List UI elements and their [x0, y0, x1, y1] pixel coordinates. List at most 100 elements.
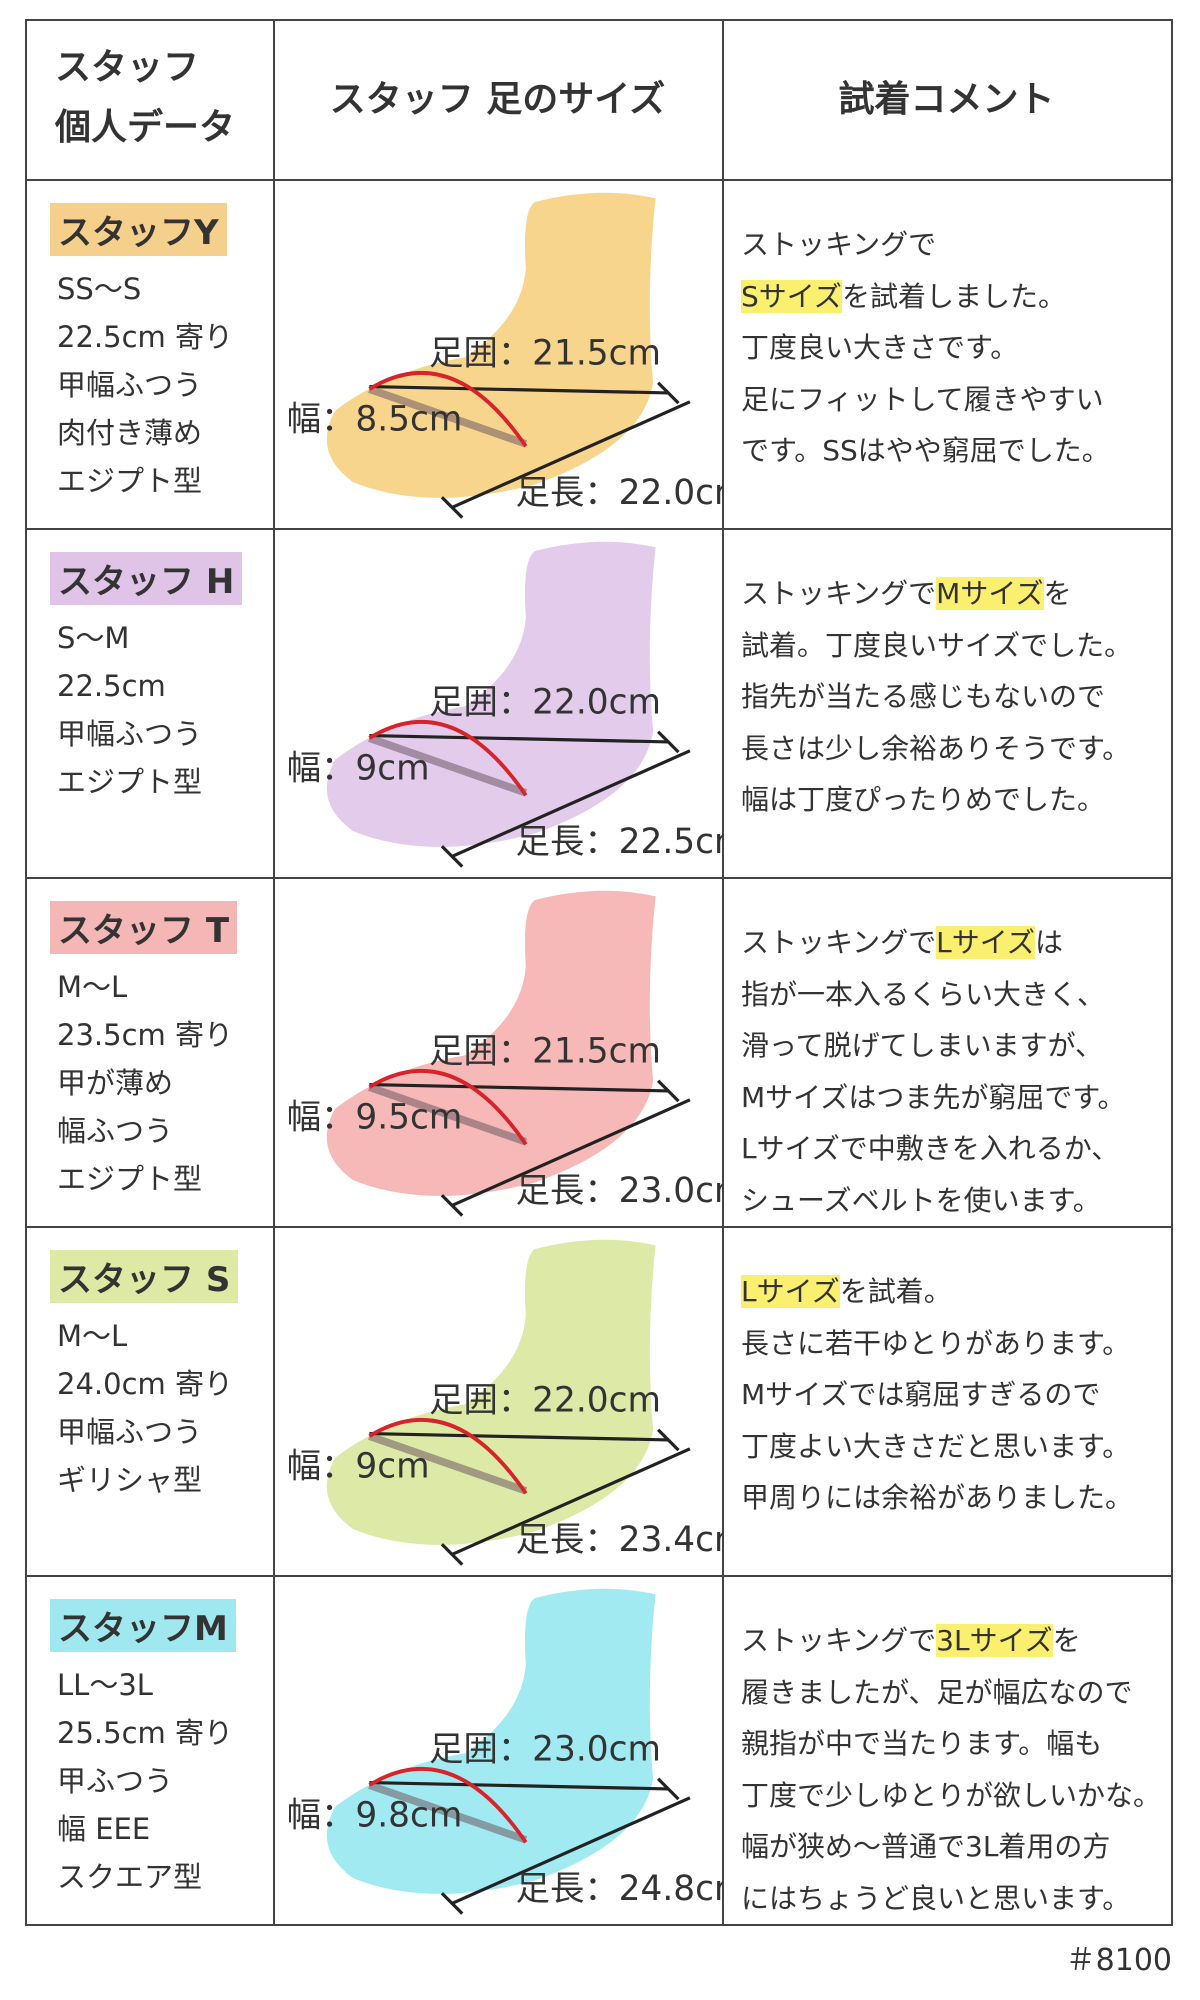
comment-line: 幅は丁度ぴったりめでした。 — [741, 774, 1132, 826]
width-band — [368, 1781, 528, 1844]
detail-line: 23.5cm 寄り — [57, 1018, 233, 1052]
header-text: 個人データ — [55, 107, 236, 148]
foot — [326, 541, 656, 847]
comment-text: です。SSはやや窮屈でした。 — [741, 434, 1110, 467]
dimension-line — [440, 1543, 464, 1566]
comment-line: 親指が中で当たります。幅も — [741, 1718, 1161, 1770]
rule — [25, 1575, 1173, 1577]
comment-text: 長さに若干ゆとりがあります。 — [741, 1326, 1131, 1360]
rule — [25, 179, 1173, 181]
comment-text: 丁度良い大きさです。 — [741, 331, 1019, 364]
girth-label: 足囲：22.0cm — [429, 1380, 661, 1420]
comment-line: 甲周りには余裕がありました。 — [741, 1472, 1133, 1524]
comment-line: Sサイズを試着しました。 — [741, 271, 1110, 323]
foot-diagram: 足囲：23.0cm 幅：9.8cm 足長：24.8cm — [287, 1588, 723, 1915]
staff-name: スタッフ S — [50, 1250, 239, 1303]
girth-arc — [368, 1766, 528, 1844]
comment-line: Lサイズを試着。 — [741, 1266, 1133, 1318]
detail-line: エジプト型 — [57, 765, 203, 799]
comment-text: Mサイズでは窮屈すぎるので — [741, 1378, 1101, 1411]
rule — [1171, 19, 1173, 1925]
rule — [25, 528, 1173, 530]
length-label: 足長：23.4cm — [516, 1520, 723, 1560]
rule — [25, 1924, 1173, 1926]
width-label: 幅：9cm — [287, 1446, 430, 1486]
highlight-text: Lサイズ — [936, 926, 1035, 959]
length-label: 足長：23.0cm — [516, 1171, 723, 1211]
comment-line: 長さは少し余裕ありそうです。 — [741, 723, 1132, 775]
comment-line: シューズベルトを使います。 — [741, 1175, 1126, 1227]
comment-text: を — [1052, 1624, 1081, 1657]
comment-text: 試着。丁度良いサイズでした。 — [741, 628, 1133, 662]
girth-label: 足囲：23.0cm — [429, 1729, 661, 1769]
girth-label: 足囲：21.5cm — [429, 1031, 661, 1071]
comment-text: にはちょうど良いと思います。 — [741, 1881, 1131, 1915]
foot — [326, 1239, 656, 1545]
highlight-text: Mサイズ — [936, 577, 1044, 610]
rule — [25, 1226, 1173, 1228]
header-cell: スタッフ 個人データ — [55, 38, 235, 158]
detail-line: S〜M — [57, 621, 130, 655]
foot-diagram: 足囲：22.0cm 幅：9cm 足長：23.4cm — [287, 1239, 723, 1566]
detail-line: 甲幅ふつう — [57, 1415, 203, 1449]
comment: ストッキングでMサイズを試着。丁度良いサイズでした。 指先が当たる感じもないので長… — [741, 568, 1132, 826]
dimension-line — [451, 749, 691, 858]
girth-arc — [368, 1417, 528, 1495]
girth-arc — [368, 719, 528, 797]
detail-line: M〜L — [57, 1319, 128, 1353]
dimension-line — [369, 1431, 669, 1442]
comment-text: 滑って脱げてしまいますが、 — [741, 1029, 1104, 1062]
foot — [326, 1588, 656, 1894]
dimension-line — [440, 845, 464, 868]
highlight-text: Lサイズ — [741, 1275, 840, 1308]
detail-line: エジプト型 — [57, 1162, 203, 1196]
details: S〜M 22.5cm 甲幅ふつう エジプト型 — [57, 614, 202, 806]
comment-text: 指が一本入るくらい大きく、 — [741, 977, 1106, 1011]
width-label: 幅：9.5cm — [287, 1097, 463, 1137]
comment-line: 指先が当たる感じもないので — [741, 671, 1132, 723]
width-band — [368, 1432, 528, 1495]
detail-line: M〜L — [57, 970, 128, 1004]
comment-line: です。SSはやや窮屈でした。 — [741, 425, 1110, 477]
foot — [326, 890, 656, 1196]
comment-line: Mサイズはつま先が窮屈です。 — [741, 1072, 1126, 1124]
comment-line: 試着。丁度良いサイズでした。 — [741, 620, 1132, 672]
comment-line: ストッキングで — [741, 219, 1110, 271]
header-text: スタッフ — [55, 47, 200, 88]
header-cell: 試着コメント — [838, 79, 1055, 120]
girth-arc — [368, 1068, 528, 1146]
comment-text: を試着しました。 — [841, 279, 1066, 313]
dimension-line — [440, 1892, 464, 1915]
width-label: 幅：9cm — [287, 748, 430, 788]
comment: ストッキングでLサイズは 指が一本入るくらい大きく、 滑って脱げてしまいますが、 Mサ… — [741, 917, 1126, 1226]
comment-text: シューズベルトを使います。 — [741, 1183, 1101, 1217]
comment-line: にはちょうど良いと思います。 — [741, 1873, 1161, 1925]
comment-text: 幅は丁度ぴったりめでした。 — [741, 783, 1106, 816]
comment-line: ストッキングでMサイズを — [741, 568, 1132, 620]
detail-line: 幅 EEE — [57, 1812, 151, 1846]
dimension-line — [451, 1098, 691, 1207]
comment-text: 指先が当たる感じもないので — [741, 680, 1106, 713]
dimension-line — [369, 733, 669, 744]
comment: ストッキングで Sサイズを試着しました。 丁度良い大きさです。 足にフィットして履きや… — [741, 219, 1110, 477]
comment-line: 履きましたが、足が幅広なので — [741, 1667, 1161, 1719]
detail-line: 幅ふつう — [57, 1114, 174, 1148]
comment-text: を試着。 — [839, 1275, 952, 1308]
details: M〜L 23.5cm 寄り 甲が薄め 幅ふつう エジプト型 — [57, 963, 233, 1203]
highlight-text: 3Lサイズ — [936, 1624, 1053, 1657]
comment-text: ストッキングで — [741, 926, 937, 959]
dimension-line — [657, 1428, 680, 1452]
detail-line: 25.5cm 寄り — [57, 1716, 233, 1750]
comment-line: 指が一本入るくらい大きく、 — [741, 969, 1126, 1021]
comment-text: 幅が狭め〜普通で3L着用の方 — [741, 1830, 1111, 1863]
girth-label: 足囲：21.5cm — [429, 333, 661, 373]
comment-text: 甲周りには余裕がありました。 — [741, 1481, 1134, 1514]
dimension-line — [451, 400, 691, 509]
dimension-line — [451, 1796, 691, 1905]
foot-diagram: 足囲：21.5cm 幅：8.5cm 足長：22.0cm — [287, 192, 723, 519]
staff-name: スタッフY — [50, 203, 227, 256]
dimension-line — [451, 1447, 691, 1556]
detail-line: 22.5cm — [57, 669, 166, 703]
footer-code: ＃8100 — [1065, 1943, 1172, 1978]
